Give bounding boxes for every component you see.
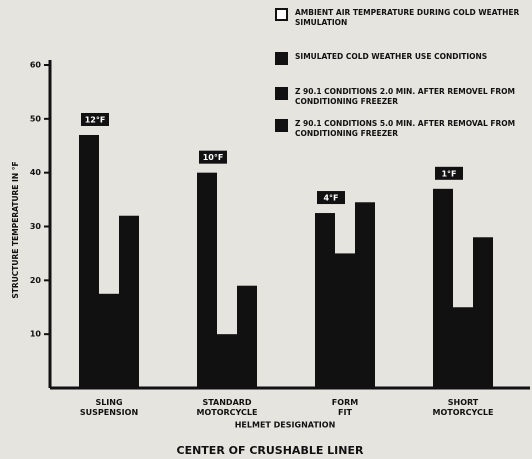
x-tick-label: STANDARD MOTORCYCLE <box>197 398 258 417</box>
bar <box>453 307 473 388</box>
y-tick-label: 30 <box>30 222 42 231</box>
y-tick-label: 10 <box>30 330 42 339</box>
y-tick-label: 60 <box>30 61 42 70</box>
y-tick-label: 50 <box>30 114 42 123</box>
x-axis-label: HELMET DESIGNATION <box>235 421 336 430</box>
ambient-label: 10°F <box>203 153 224 162</box>
bar <box>433 188 453 388</box>
bar <box>355 202 375 388</box>
caption: CENTER OF CRUSHABLE LINER <box>177 444 364 457</box>
bar <box>197 172 217 388</box>
legend-label: SIMULATED COLD WEATHER USE CONDITIONS <box>295 52 488 61</box>
legend-label: AMBIENT AIR TEMPERATURE DURING COLD WEAT… <box>295 8 520 27</box>
ambient-label: 1°F <box>441 169 456 178</box>
ambient-label: 12°F <box>85 115 106 124</box>
legend-swatch <box>275 87 288 100</box>
legend-label: Z 90.1 CONDITIONS 2.0 MIN. AFTER REMOVEL… <box>295 87 515 106</box>
legend-swatch <box>275 8 288 21</box>
bar <box>99 293 119 388</box>
bar <box>315 213 335 388</box>
legend-swatch <box>275 119 288 132</box>
ambient-box <box>81 112 109 126</box>
x-tick-label: FORM FIT <box>332 398 358 417</box>
ambient-box <box>199 150 227 164</box>
bar <box>237 285 257 388</box>
bar <box>217 334 237 388</box>
y-axis-label: STRUCTURE TEMPERATURE IN °F <box>11 161 20 298</box>
legend-label: Z 90.1 CONDITIONS 5.0 MIN. AFTER REMOVAL… <box>295 119 516 138</box>
ambient-box <box>435 166 463 180</box>
x-tick-label: SLING SUSPENSION <box>80 398 138 417</box>
bar <box>473 237 493 388</box>
bar <box>119 215 139 388</box>
y-tick-label: 20 <box>30 276 42 285</box>
bar <box>79 134 99 388</box>
x-tick-label: SHORT MOTORCYCLE <box>433 398 494 417</box>
ambient-label: 4°F <box>323 194 338 203</box>
ambient-box <box>317 191 345 205</box>
legend-swatch <box>275 52 288 65</box>
bar <box>335 253 355 388</box>
y-tick-label: 40 <box>30 168 42 177</box>
